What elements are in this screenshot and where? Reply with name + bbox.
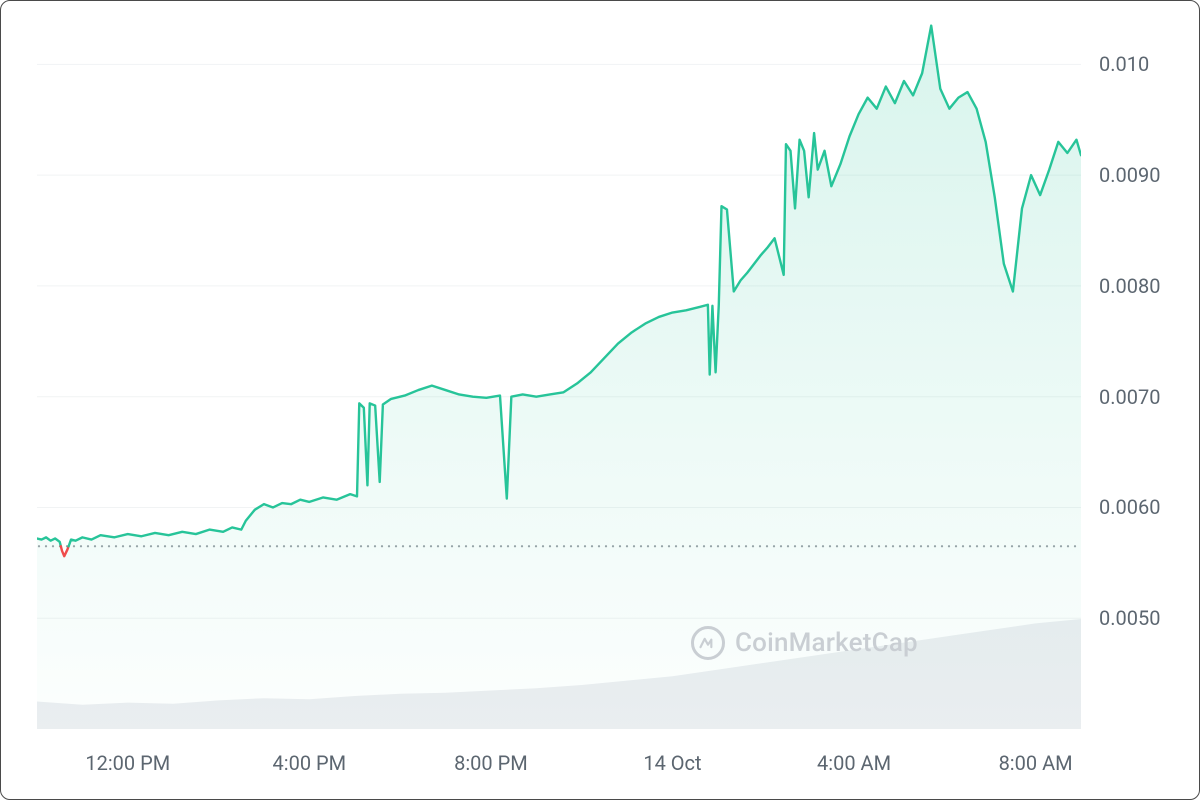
y-axis-tick-label: 0.0090 [1099,163,1160,187]
chart-frame: 0.0050 0.0060 0.0070 0.0080 0.0090 0.010 12:0… [0,0,1200,800]
chart-plot-area [37,9,1081,729]
x-axis-tick-label: 8:00 AM [991,751,1081,775]
x-axis-tick-label: 4:00 PM [264,751,354,775]
watermark-text: CoinMarketCap [735,628,918,658]
x-axis-tick-label: 8:00 PM [446,751,536,775]
y-axis-tick-label: 0.0050 [1099,606,1160,630]
y-axis-tick-label: 0.0070 [1099,385,1160,409]
x-axis-tick-label: 14 Oct [627,751,717,775]
y-axis-tick-label: 0.0060 [1099,495,1160,519]
x-axis-tick-label: 12:00 PM [83,751,173,775]
y-axis-tick-label: 0.010 [1099,52,1149,76]
y-axis-tick-label: 0.0080 [1099,274,1160,298]
x-axis-tick-label: 4:00 AM [809,751,899,775]
watermark: CoinMarketCap [691,626,918,660]
coinmarketcap-logo-icon [691,626,725,660]
